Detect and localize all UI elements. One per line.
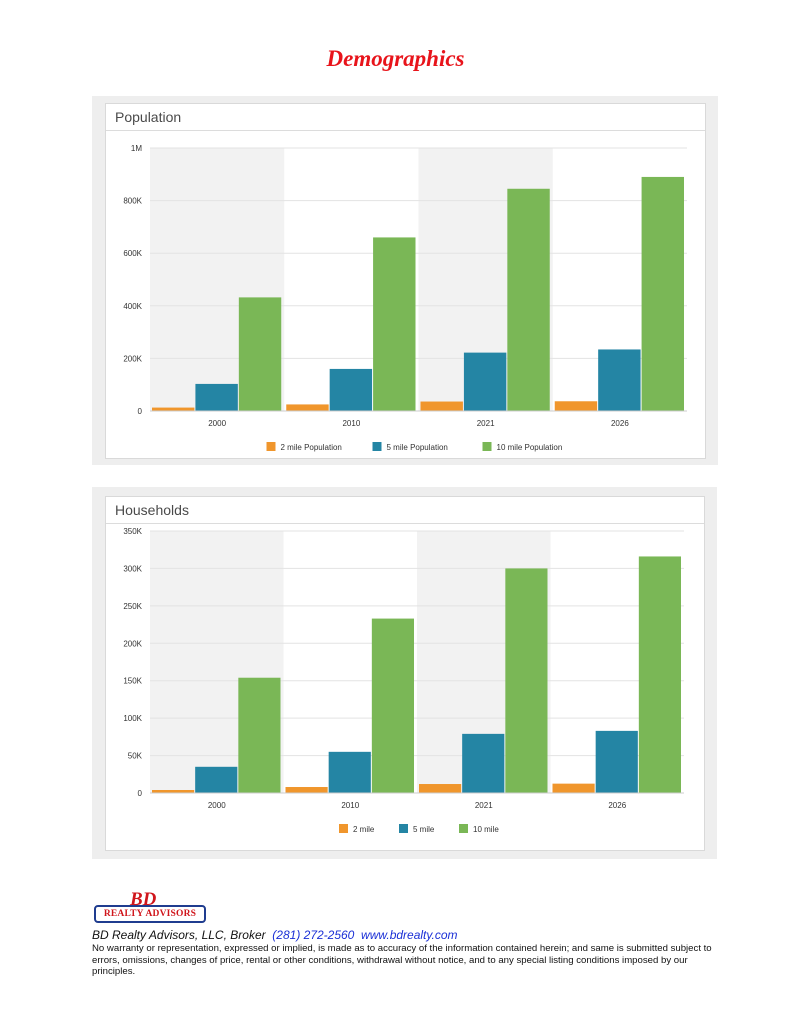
- population-legend-swatch-1[interactable]: [372, 442, 382, 451]
- households-bar-2026-1[interactable]: [595, 730, 638, 793]
- households-x-tick-label: 2021: [475, 801, 493, 810]
- population-bar-2010-2[interactable]: [373, 237, 416, 411]
- households-y-tick-label: 150K: [123, 677, 142, 686]
- population-y-tick-label: 0: [138, 407, 143, 416]
- households-bar-2010-0[interactable]: [285, 787, 328, 793]
- population-bar-2010-0[interactable]: [286, 404, 329, 411]
- population-chart-card: Population 0 200K 400K 600K 800K 1M 2000 2010 20…: [105, 103, 706, 459]
- households-bar-2021-2[interactable]: [505, 568, 548, 793]
- households-legend-swatch-1[interactable]: [399, 824, 408, 833]
- households-chart-card: Households 0 50K 100K 150K 200K 250K 300K 350K 2…: [105, 496, 705, 851]
- households-chart-title: Households: [115, 502, 189, 518]
- population-y-tick-label: 800K: [123, 197, 142, 206]
- households-y-tick-label: 300K: [123, 564, 142, 573]
- households-chart-panel: Households 0 50K 100K 150K 200K 250K 300K 350K 2…: [92, 487, 717, 859]
- households-x-tick-label: 2026: [608, 801, 626, 810]
- households-y-tick-label: 350K: [123, 527, 142, 536]
- population-y-tick-label: 1M: [131, 144, 142, 153]
- households-y-tick-label: 250K: [123, 602, 142, 611]
- phone-number[interactable]: (281) 272-2560: [272, 928, 355, 942]
- population-y-tick-label: 200K: [123, 354, 142, 363]
- households-bar-2010-1[interactable]: [328, 751, 371, 793]
- broker-line: BD Realty Advisors, LLC, Broker (281) 27…: [92, 928, 458, 942]
- population-x-tick-label: 2010: [342, 419, 360, 428]
- website-link[interactable]: www.bdrealty.com: [361, 928, 458, 942]
- population-chart: 0 200K 400K 600K 800K 1M 2000 2010 2021 2026 2 mil…: [123, 144, 687, 452]
- disclaimer: No warranty or representation, expressed…: [92, 943, 712, 977]
- households-bar-2021-0[interactable]: [419, 784, 462, 793]
- households-y-tick-label: 0: [138, 789, 143, 798]
- population-bar-2000-2[interactable]: [238, 297, 282, 411]
- households-bar-2026-2[interactable]: [638, 556, 681, 793]
- population-x-tick-label: 2000: [208, 419, 226, 428]
- households-legend-label-2[interactable]: 10 mile: [473, 825, 499, 834]
- population-legend-label-0[interactable]: 2 mile Population: [281, 443, 342, 452]
- households-legend-swatch-0[interactable]: [339, 824, 348, 833]
- population-y-tick-label: 400K: [123, 302, 142, 311]
- households-bar-2000-0[interactable]: [152, 790, 195, 793]
- company-logo[interactable]: REALTY ADVISORS BD: [92, 889, 207, 925]
- households-chart: 0 50K 100K 150K 200K 250K 300K 350K 2000 2010 2021…: [123, 527, 684, 834]
- households-bar-2026-0[interactable]: [552, 783, 595, 793]
- households-legend-swatch-2[interactable]: [459, 824, 468, 833]
- households-bar-2000-2[interactable]: [238, 677, 281, 793]
- population-legend-swatch-2[interactable]: [482, 442, 492, 451]
- logo-letters: BD: [130, 889, 157, 910]
- population-x-tick-label: 2021: [477, 419, 495, 428]
- page-title: Demographics: [326, 46, 465, 71]
- population-chart-panel: Population 0 200K 400K 600K 800K 1M 2000 2010 20…: [92, 96, 718, 465]
- households-bar-2010-2[interactable]: [371, 618, 414, 793]
- population-legend-swatch-0[interactable]: [266, 442, 276, 451]
- households-y-tick-label: 200K: [123, 639, 142, 648]
- logo-text: REALTY ADVISORS: [103, 909, 197, 919]
- population-bar-2000-1[interactable]: [195, 383, 238, 411]
- population-bar-2021-1[interactable]: [463, 352, 507, 411]
- population-legend-label-2[interactable]: 10 mile Population: [497, 443, 563, 452]
- company-name: BD Realty Advisors, LLC, Broker: [92, 928, 266, 942]
- population-bar-2021-2[interactable]: [507, 188, 550, 411]
- population-bar-2021-0[interactable]: [420, 401, 463, 411]
- households-bar-2000-1[interactable]: [195, 766, 238, 793]
- households-legend-label-1[interactable]: 5 mile: [413, 825, 435, 834]
- households-x-tick-label: 2000: [208, 801, 226, 810]
- population-bar-2000-0[interactable]: [152, 407, 195, 411]
- population-y-tick-label: 600K: [123, 249, 142, 258]
- population-chart-title: Population: [115, 109, 182, 125]
- households-legend-label-0[interactable]: 2 mile: [353, 825, 375, 834]
- households-title-divider: [106, 523, 704, 524]
- population-bar-2026-2[interactable]: [641, 176, 684, 411]
- population-bar-2026-1[interactable]: [598, 349, 641, 411]
- population-bar-2010-1[interactable]: [329, 368, 373, 411]
- households-x-tick-label: 2010: [341, 801, 359, 810]
- households-y-tick-label: 100K: [123, 714, 142, 723]
- population-legend-label-1[interactable]: 5 mile Population: [387, 443, 448, 452]
- population-x-tick-label: 2026: [611, 419, 629, 428]
- households-bar-2021-1[interactable]: [462, 733, 505, 793]
- population-bar-2026-0[interactable]: [554, 401, 598, 411]
- population-title-divider: [106, 130, 705, 131]
- logo-frame: REALTY ADVISORS: [94, 905, 206, 923]
- households-y-tick-label: 50K: [128, 752, 143, 761]
